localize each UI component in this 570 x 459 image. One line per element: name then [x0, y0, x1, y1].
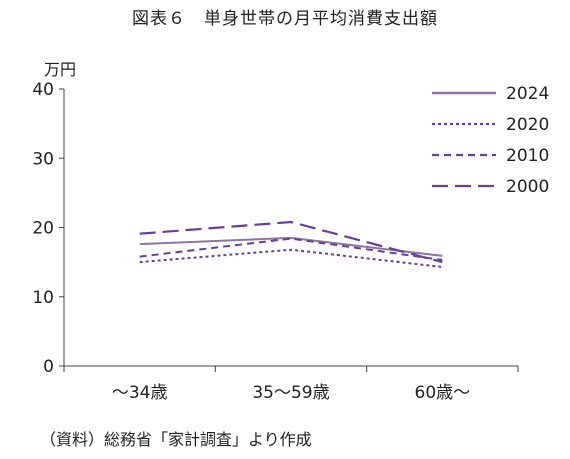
y-tick-label: 30 [32, 149, 54, 169]
series-lines [139, 220, 443, 268]
y-tick-label: 20 [32, 219, 54, 239]
y-tick-label: 10 [32, 288, 54, 308]
series-line-2020 [139, 248, 443, 268]
legend-label-2010: 2010 [506, 146, 549, 166]
legend-label-2024: 2024 [506, 84, 549, 104]
source-note: （資料）総務省「家計調査」より作成 [40, 430, 312, 449]
y-tick-label: 0 [43, 357, 54, 377]
x-tick-label: 60歳～ [415, 383, 471, 403]
y-tick-label: 40 [32, 80, 54, 100]
series-line-2000 [139, 220, 443, 264]
legend: 2024 2020 2010 2000 [432, 84, 549, 197]
legend-label-2000: 2000 [506, 177, 549, 197]
x-tick-label: ～34歳 [112, 383, 168, 403]
legend-label-2020: 2020 [506, 115, 549, 135]
x-tick-label: 35～59歳 [252, 383, 329, 403]
series-line-2024 [139, 236, 443, 257]
y-axis-label: 万円 [44, 60, 76, 79]
chart-title: 図表６ 単身世帯の月平均消費支出額 [132, 9, 438, 29]
series-line-2010 [139, 237, 443, 261]
